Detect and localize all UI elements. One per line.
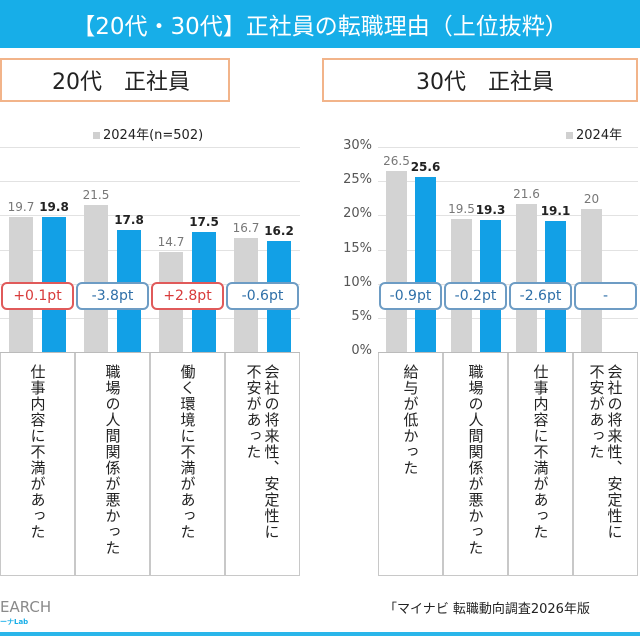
bottom-divider <box>0 632 640 636</box>
data-label: 17.5 <box>189 215 219 230</box>
gridline <box>0 249 300 251</box>
gridline <box>0 283 300 285</box>
x-axis <box>378 352 638 353</box>
category-label: 職場の人間関係が悪かった <box>103 364 122 556</box>
difference-badge: +0.1pt <box>1 282 74 310</box>
category-cell: 職場の人間関係が悪かった <box>443 352 508 576</box>
bar-2024 <box>516 204 537 352</box>
category-label: 会社の将来性、安定性に不安があった <box>587 364 624 540</box>
page-header: 【20代・30代】正社員の転職理由（上位抜粋） <box>0 0 640 48</box>
y-tick-label: 30% <box>343 138 372 153</box>
difference-badge: +2.8pt <box>151 282 224 310</box>
bar-current <box>415 177 436 352</box>
legend-label: 2024年(n=502) <box>103 128 204 143</box>
gridline <box>0 215 300 217</box>
gridline <box>0 317 300 319</box>
panel-title-text: 30代 正社員 <box>416 70 554 95</box>
category-label: 仕事内容に不満があった <box>531 364 550 540</box>
gridline <box>0 181 300 183</box>
data-label: 26.5 <box>383 153 410 168</box>
y-tick-label: 20% <box>343 206 372 222</box>
data-label: 21.5 <box>82 188 110 203</box>
category-cell: 会社の将来性、安定性に不安があった <box>573 352 638 576</box>
category-label: 仕事内容に不満があった <box>28 364 47 540</box>
logo: EARCH <box>0 598 52 616</box>
gridline <box>378 181 638 183</box>
y-tick-label: 15% <box>343 240 372 256</box>
legend-swatch <box>93 132 100 139</box>
source-citation: 「マイナビ 転職動向調査2026年版 <box>384 602 590 617</box>
gridline <box>378 147 638 148</box>
data-label: 16.7 <box>232 220 260 235</box>
data-label: 20 <box>583 192 600 207</box>
category-cell: 働く環境に不満があった <box>150 352 225 576</box>
data-label: 19.7 <box>7 200 35 215</box>
bar-2024 <box>386 170 407 352</box>
panel-title-30s: 30代 正社員 <box>322 58 638 102</box>
category-label: 職場の人間関係が悪かった <box>466 364 485 556</box>
difference-badge: -2.6pt <box>509 282 572 310</box>
category-label: 働く環境に不満があった <box>178 364 197 540</box>
page-title: 【20代・30代】正社員の転職理由（上位抜粋） <box>72 14 568 40</box>
y-tick-label: 25% <box>343 172 372 188</box>
category-label: 会社の将来性、安定性に不安があった <box>244 364 281 540</box>
legend-label: 2024年 <box>576 128 623 143</box>
data-label: 25.6 <box>410 160 441 175</box>
data-label: 17.8 <box>114 213 144 228</box>
y-tick-label: 10% <box>343 274 372 290</box>
category-label: 給与が低かった <box>401 364 420 476</box>
data-label: 14.7 <box>157 234 185 249</box>
gridline <box>378 249 638 251</box>
legend-swatch <box>566 132 573 139</box>
difference-badge: -0.6pt <box>226 282 299 310</box>
category-cell: 会社の将来性、安定性に不安があった <box>225 352 300 576</box>
legend-20s: 2024年(n=502) <box>93 124 203 143</box>
difference-badge: -0.2pt <box>444 282 507 310</box>
difference-badge: -0.9pt <box>379 282 442 310</box>
category-cell: 仕事内容に不満があった <box>0 352 75 576</box>
data-label: 19.1 <box>540 204 571 219</box>
legend-30s: 2024年 <box>566 124 622 143</box>
gridline <box>378 317 638 319</box>
category-cell: 給与が低かった <box>378 352 443 576</box>
difference-badge: - <box>574 282 637 310</box>
data-label: 21.6 <box>513 187 540 202</box>
data-label: 19.5 <box>448 201 475 216</box>
bar-2024 <box>581 209 602 352</box>
logo-subtext: ーナLab <box>0 618 29 626</box>
x-axis <box>0 352 300 353</box>
bar-2024 <box>84 205 108 352</box>
category-cell: 仕事内容に不満があった <box>508 352 573 576</box>
gridline <box>0 147 300 148</box>
category-cell: 職場の人間関係が悪かった <box>75 352 150 576</box>
y-tick-label: 5% <box>351 308 372 324</box>
y-tick-label: 0% <box>351 343 372 358</box>
gridline <box>378 215 638 217</box>
difference-badge: -3.8pt <box>76 282 149 310</box>
data-label: 19.8 <box>39 199 69 214</box>
data-label: 19.3 <box>475 203 506 218</box>
data-label: 16.2 <box>264 224 294 239</box>
gridline <box>378 283 638 285</box>
panel-title-text: 20代 正社員 <box>52 70 190 95</box>
panel-title-20s: 20代 正社員 <box>0 58 230 102</box>
